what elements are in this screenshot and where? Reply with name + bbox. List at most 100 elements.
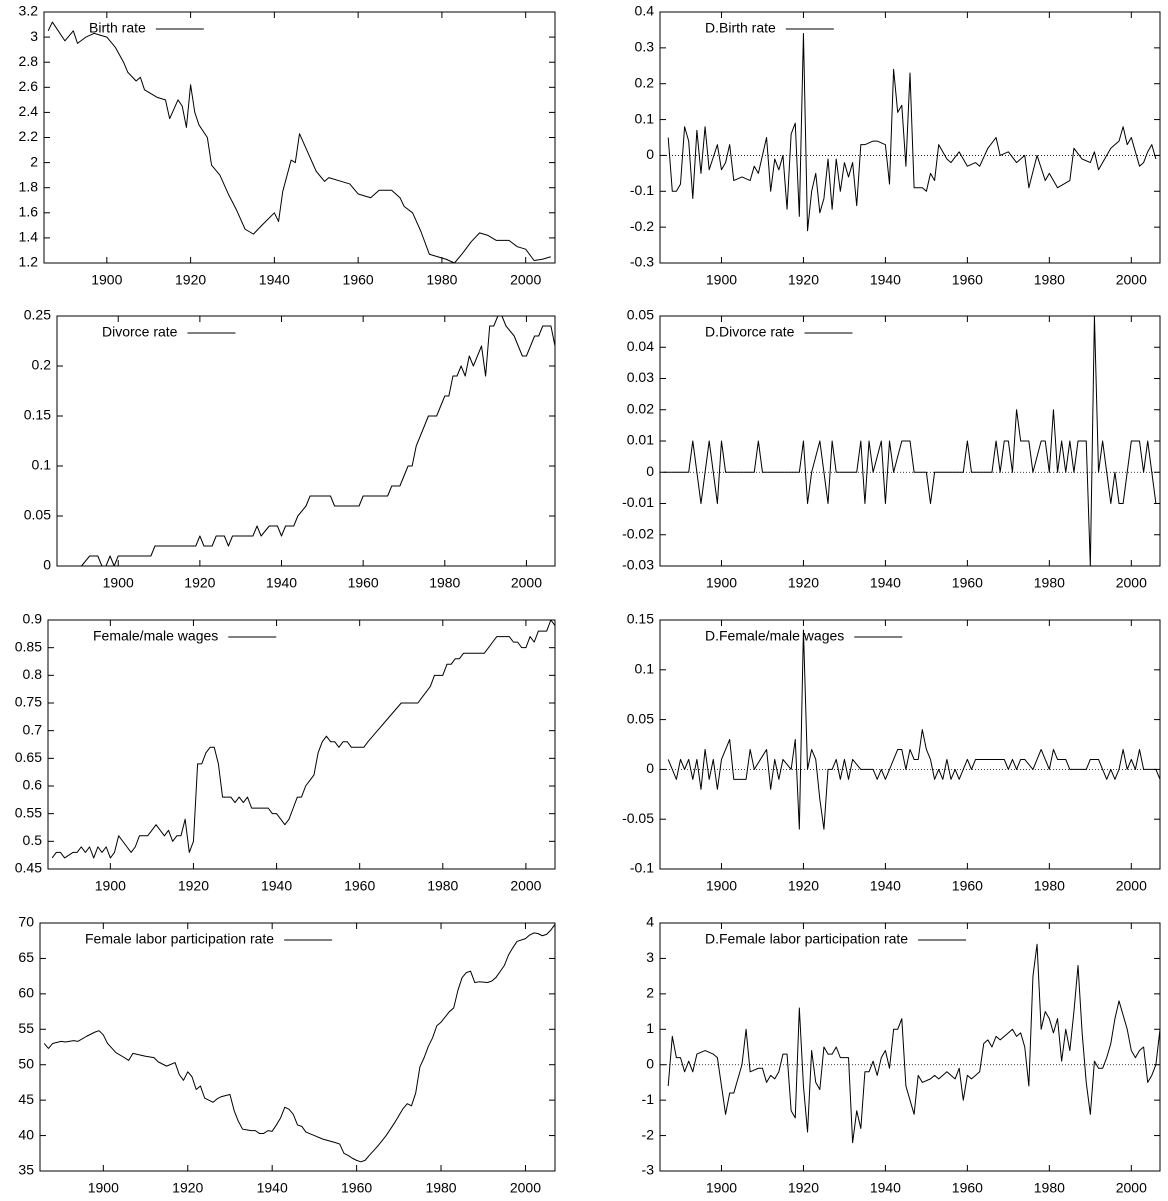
x-tick-label: 1900 <box>706 575 737 591</box>
x-tick-label: 1980 <box>1034 575 1065 591</box>
y-tick-label: -0.1 <box>630 860 654 876</box>
y-tick-label: 0.55 <box>15 804 42 820</box>
y-tick-label: -0.2 <box>630 218 654 234</box>
y-tick-label: 0 <box>646 760 654 776</box>
y-tick-label: 1.4 <box>19 229 39 245</box>
legend-label: Female/male wages <box>93 628 218 644</box>
x-tick-label: 1940 <box>266 575 297 591</box>
x-tick-label: 1980 <box>429 575 460 591</box>
y-tick-label: 1.2 <box>19 254 39 270</box>
y-tick-label: 0.04 <box>627 338 654 354</box>
chart-panel: 35 40 45 50 55 60 65 70 1900 1920 1940 1960 1980 2000… <box>18 914 556 1196</box>
y-tick-label: 2 <box>30 153 38 169</box>
y-tick-label: 0.05 <box>627 710 654 726</box>
y-tick-label: 0.2 <box>32 357 52 373</box>
x-tick-label: 2000 <box>510 878 541 894</box>
y-tick-label: 0.03 <box>627 369 654 385</box>
legend-label: D.Birth rate <box>705 20 776 36</box>
y-tick-label: 3 <box>646 949 654 965</box>
series-line <box>664 315 1160 567</box>
y-tick-label: -0.02 <box>622 525 654 541</box>
y-tick-label: 3 <box>30 28 38 44</box>
x-tick-label: 1900 <box>88 1180 119 1196</box>
y-tick-label: 0.9 <box>23 611 43 627</box>
y-tick-label: 65 <box>18 949 34 965</box>
x-tick-label: 1960 <box>952 878 983 894</box>
y-tick-label: 0 <box>646 463 654 479</box>
y-tick-label: -1 <box>642 1091 655 1107</box>
y-tick-label: 55 <box>18 1020 34 1036</box>
y-tick-label: 0.3 <box>635 39 655 55</box>
x-tick-label: 1940 <box>870 575 901 591</box>
y-tick-label: 0.75 <box>15 694 42 710</box>
y-tick-label: 0 <box>43 557 51 573</box>
y-tick-label: 0.8 <box>23 666 43 682</box>
x-tick-label: 2000 <box>511 575 542 591</box>
chart-panel: -0.3 -0.2 -0.1 0 0.1 0.2 0.3 0.4 1900 1920 1940 196… <box>630 3 1161 288</box>
y-tick-label: -0.05 <box>622 810 654 826</box>
y-tick-label: 0.1 <box>32 457 52 473</box>
x-tick-label: 1960 <box>952 575 983 591</box>
y-tick-label: -0.3 <box>630 254 654 270</box>
x-tick-label: 1920 <box>172 1180 203 1196</box>
x-tick-label: 1940 <box>870 1180 901 1196</box>
plot-frame <box>43 11 556 264</box>
legend-label: D.Divorce rate <box>705 324 795 340</box>
x-tick-label: 1960 <box>348 575 379 591</box>
y-tick-label: 0.5 <box>23 832 43 848</box>
y-tick-label: -3 <box>642 1162 655 1178</box>
x-tick-label: 1900 <box>95 878 126 894</box>
chart-panel: -0.03 -0.02 -0.01 0 0.01 0.02 0.03 0.04 0.05 1900… <box>622 307 1161 591</box>
y-tick-label: 0.02 <box>627 400 654 416</box>
y-tick-label: 0.01 <box>627 432 654 448</box>
series-line <box>667 629 1161 830</box>
y-tick-label: -0.03 <box>622 557 654 573</box>
y-tick-label: 2 <box>646 985 654 1001</box>
series-line <box>43 924 556 1163</box>
x-tick-label: 2000 <box>1116 575 1147 591</box>
x-tick-label: 2000 <box>510 1180 541 1196</box>
legend-label: Female labor participation rate <box>85 931 274 947</box>
x-tick-label: 1920 <box>788 1180 819 1196</box>
plot-frame <box>47 619 556 870</box>
y-tick-label: 1.6 <box>19 204 39 220</box>
series-line <box>667 943 1161 1144</box>
y-tick-label: 0.2 <box>635 74 655 90</box>
y-tick-label: 0.65 <box>15 749 42 765</box>
y-tick-label: 0.6 <box>23 777 43 793</box>
series-line <box>667 33 1157 232</box>
y-tick-label: -2 <box>642 1126 655 1142</box>
x-tick-label: 1960 <box>952 272 983 288</box>
x-tick-label: 1960 <box>341 1180 372 1196</box>
x-tick-label: 1920 <box>184 575 215 591</box>
chart-panel: 1.2 1.4 1.6 1.8 2 2.2 2.4 2.6 2.8 3 3.2 1900 1920 194… <box>19 3 556 288</box>
x-tick-label: 1960 <box>952 1180 983 1196</box>
y-tick-label: 3.2 <box>19 3 39 19</box>
x-tick-label: 2000 <box>1116 272 1147 288</box>
y-tick-label: 0.1 <box>635 661 655 677</box>
x-tick-label: 2000 <box>510 272 541 288</box>
plot-frame <box>39 922 556 1172</box>
x-tick-label: 1900 <box>103 575 134 591</box>
y-tick-label: 4 <box>646 914 654 930</box>
legend-label: Birth rate <box>89 20 146 36</box>
x-tick-label: 1900 <box>91 272 122 288</box>
y-tick-label: 0 <box>646 146 654 162</box>
x-tick-label: 1960 <box>343 272 374 288</box>
chart-panel: 0 0.05 0.1 0.15 0.2 0.25 1900 1920 1940 1960 1980 2… <box>24 307 556 591</box>
x-tick-label: 1940 <box>259 272 290 288</box>
x-tick-label: 1980 <box>1034 272 1065 288</box>
y-tick-label: 70 <box>18 914 34 930</box>
x-tick-label: 1960 <box>344 878 375 894</box>
x-tick-label: 1940 <box>257 1180 288 1196</box>
x-tick-label: 1900 <box>706 272 737 288</box>
chart-panel: 0.45 0.5 0.55 0.6 0.65 0.7 0.75 0.8 0.85 0.9 1900 1… <box>15 611 556 894</box>
plot-frame <box>659 11 1161 264</box>
y-tick-label: 0.85 <box>15 638 42 654</box>
series-line <box>81 315 556 567</box>
chart-panel: -3 -2 -1 0 1 2 3 4 1900 1920 1940 1960 1980 2000 D.Fem… <box>642 914 1161 1196</box>
x-tick-label: 1940 <box>261 878 292 894</box>
y-tick-label: 40 <box>18 1126 34 1142</box>
legend-label: Divorce rate <box>102 324 178 340</box>
